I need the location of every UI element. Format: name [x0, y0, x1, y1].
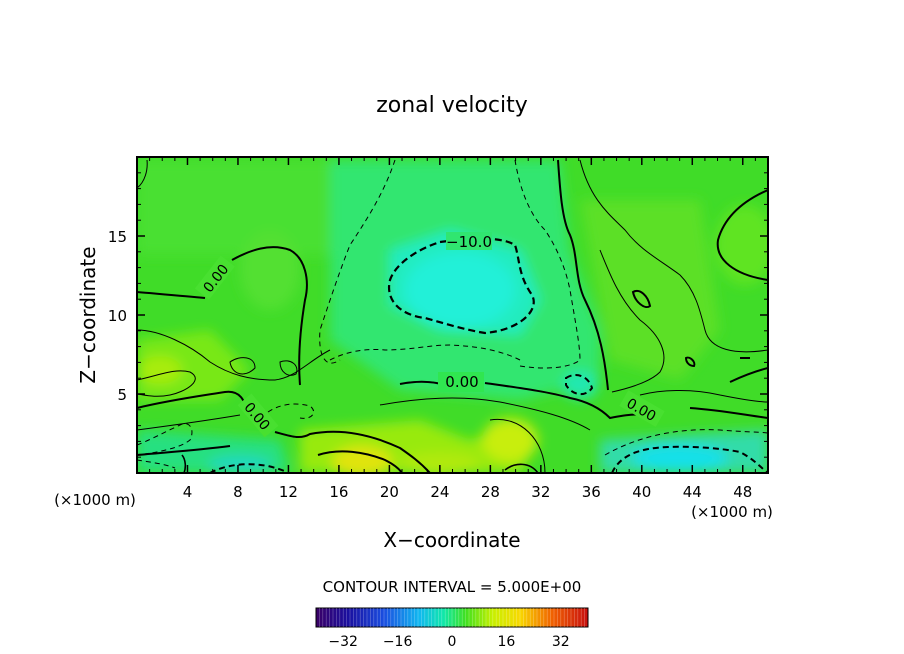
field-region [580, 200, 720, 380]
y-tick-label: 5 [117, 386, 127, 404]
x-unit-left: (×1000 m) [54, 491, 136, 509]
contour-line [329, 344, 521, 361]
colorbar-tick-label: −16 [383, 634, 413, 650]
field-region [400, 452, 480, 473]
field-region [138, 356, 182, 384]
y-tick-label: 10 [108, 307, 127, 325]
field-region [240, 230, 300, 310]
colorbar-tick-label: −32 [328, 634, 358, 650]
contour-line [229, 357, 256, 375]
contour-line [489, 418, 546, 473]
x-axis-label: X−coordinate [383, 528, 520, 552]
x-tick-label: 4 [183, 483, 193, 501]
contour-line [387, 237, 535, 335]
contour-line [599, 249, 665, 393]
y-axis: 5 10 15 [108, 172, 768, 458]
x-tick-label: 16 [329, 483, 348, 501]
contour-line [729, 357, 768, 383]
x-axis: 4 8 12 16 20 24 28 32 36 40 44 48 [149, 157, 756, 501]
contour-line [319, 159, 396, 364]
x-tick-label: 48 [733, 483, 752, 501]
x-tick-label: 32 [531, 483, 550, 501]
x-tick-label: 36 [582, 483, 601, 501]
contour-line [484, 382, 661, 420]
x-unit-right: (×1000 m) [691, 503, 773, 521]
contour-line [604, 429, 768, 456]
contour-line [689, 407, 768, 419]
contour-line [137, 329, 331, 381]
x-tick-label: 24 [430, 483, 449, 501]
x-tick-label: 12 [279, 483, 298, 501]
contour-line [181, 454, 187, 473]
contour-line [137, 291, 206, 299]
contour-lines [137, 159, 768, 473]
contour-line [274, 430, 431, 473]
contour-line [137, 445, 231, 456]
chart-title: zonal velocity [376, 93, 528, 118]
x-tick-label: 20 [380, 483, 399, 501]
colorbar: −32 −16 0 16 32 [315, 607, 589, 650]
y-axis-label: Z−coordinate [76, 246, 100, 383]
contour-line [209, 463, 289, 473]
contour-line [504, 463, 539, 473]
contour-line [631, 290, 652, 308]
contour-line [279, 360, 298, 376]
colorbar-tick-label: 0 [448, 634, 457, 650]
contour-line [137, 370, 196, 397]
contour-line [716, 189, 768, 281]
field-region [632, 444, 728, 472]
contour-line [639, 390, 768, 403]
contour-line [267, 403, 315, 419]
contour-line [317, 450, 403, 473]
y-tick-label: 15 [108, 228, 127, 246]
heatmap-field: −10.0 0.00 0.00 0.00 0.00 [137, 157, 768, 473]
contour-line [137, 459, 176, 469]
contour-line [137, 423, 193, 456]
x-tick-label: 28 [481, 483, 500, 501]
contour-interval-note: CONTOUR INTERVAL = 5.000E+00 [323, 578, 582, 596]
contour-line [514, 159, 581, 369]
contour-line [557, 159, 609, 391]
contour-line [565, 374, 594, 396]
field-region [332, 446, 392, 473]
x-tick-label: 8 [233, 483, 243, 501]
field-region [715, 205, 768, 285]
contour-line [137, 414, 241, 431]
contour-line [379, 397, 591, 431]
field-region [405, 252, 515, 328]
contour-line [231, 246, 308, 386]
x-tick-label: 44 [683, 483, 702, 501]
colorbar-tick-label: 32 [552, 634, 570, 650]
colorbar-tick-label: 16 [497, 634, 515, 650]
contour-label: 0.00 [445, 373, 478, 391]
x-tick-label: 40 [632, 483, 651, 501]
contour-line [684, 356, 696, 368]
field-region [562, 371, 598, 399]
contour-line [137, 159, 148, 189]
contour-line [579, 159, 768, 353]
colorbar-gradient [315, 607, 589, 628]
contour-label: −10.0 [446, 233, 492, 251]
field-region [482, 418, 538, 462]
